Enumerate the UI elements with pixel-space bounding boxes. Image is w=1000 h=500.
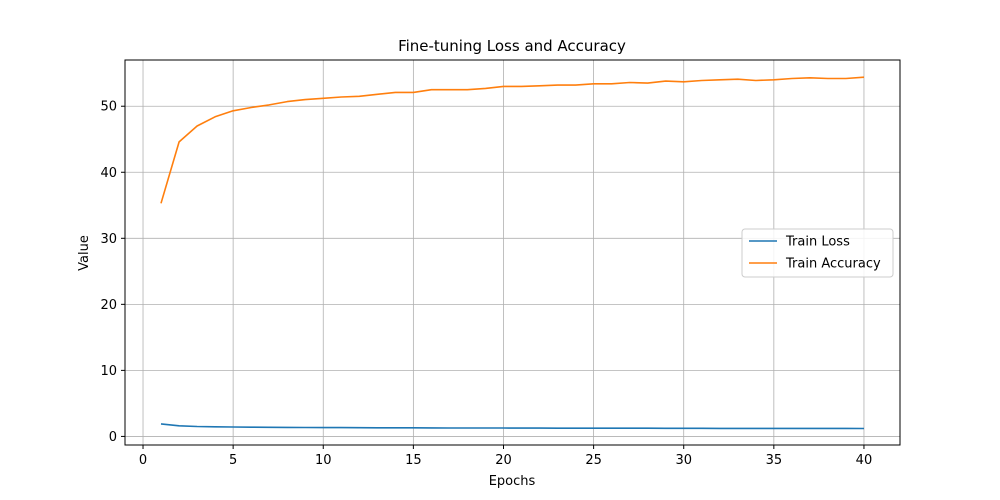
x-tick-label: 10 (315, 453, 332, 468)
axis-ticks: 0 5 10 15 20 25 30 35 40 0 10 20 30 40 50 (100, 100, 872, 468)
x-tick-label: 5 (229, 453, 237, 468)
y-tick-label: 30 (100, 232, 117, 247)
legend: Train Loss Train Accuracy (741, 228, 894, 278)
y-tick-label: 20 (100, 298, 117, 313)
x-tick-label: 25 (585, 453, 602, 468)
chart-title: Fine-tuning Loss and Accuracy (398, 37, 626, 55)
y-tick-label: 40 (100, 166, 117, 181)
y-tick-label: 0 (109, 430, 117, 445)
x-tick-label: 40 (856, 453, 873, 468)
x-tick-label: 0 (139, 453, 147, 468)
series-lines (160, 76, 865, 430)
legend-label: Train Accuracy (785, 257, 881, 272)
y-tick-label: 10 (100, 364, 117, 379)
plot-frame (124, 59, 901, 446)
y-tick-label: 50 (100, 100, 117, 115)
series-line-train-accuracy (160, 76, 865, 204)
x-axis-title: Epochs (489, 474, 536, 489)
legend-label: Train Loss (785, 235, 850, 250)
x-tick-label: 30 (675, 453, 692, 468)
x-tick-label: 15 (405, 453, 422, 468)
y-axis-title: Value (77, 235, 92, 271)
x-tick-label: 20 (495, 453, 512, 468)
legend-box (741, 228, 894, 278)
series-line-train-loss (160, 423, 865, 430)
x-tick-label: 35 (766, 453, 783, 468)
